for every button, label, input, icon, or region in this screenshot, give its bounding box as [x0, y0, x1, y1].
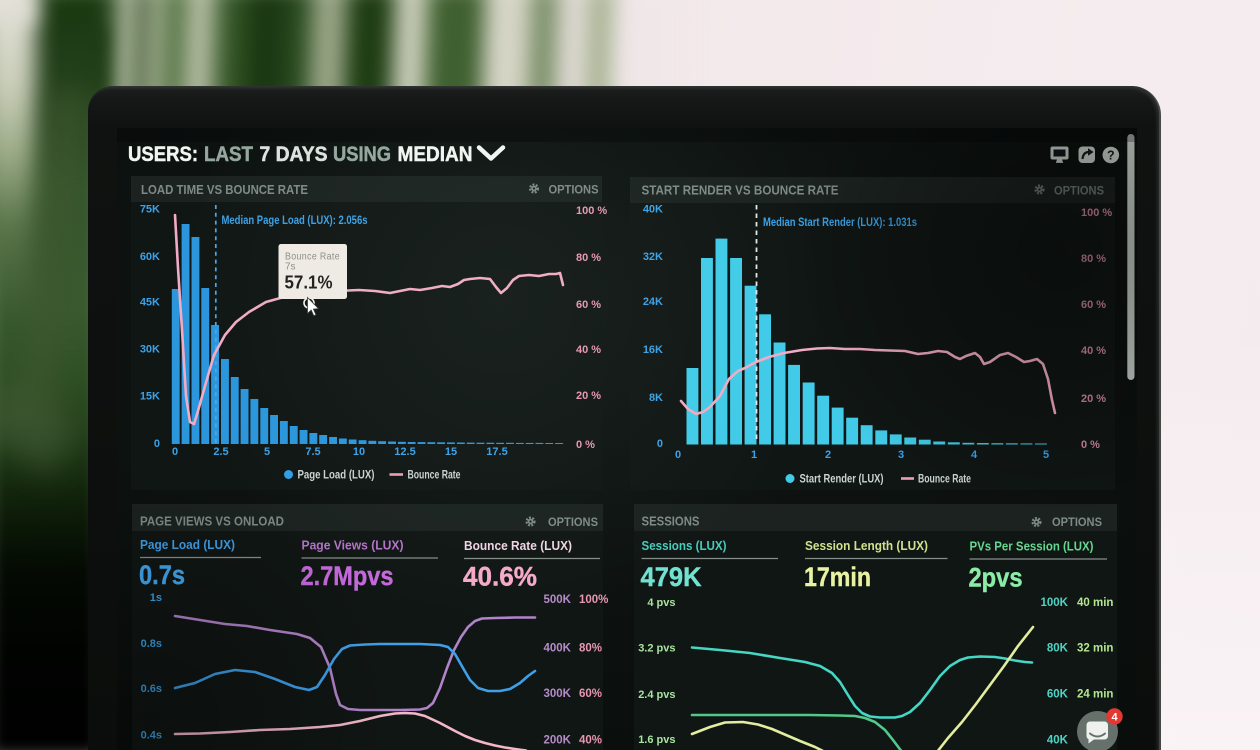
svg-text:0: 0: [154, 438, 160, 450]
svg-text:Session Length (LUX): Session Length (LUX): [805, 539, 928, 553]
svg-text:45K: 45K: [140, 297, 160, 309]
svg-text:2.4 pvs: 2.4 pvs: [638, 689, 675, 701]
svg-text:200K: 200K: [544, 735, 572, 747]
svg-text:1.6 pvs: 1.6 pvs: [638, 734, 675, 746]
svg-text:Start Render (LUX): Start Render (LUX): [800, 474, 884, 486]
svg-text:60K: 60K: [140, 251, 160, 263]
svg-text:4: 4: [1111, 712, 1118, 724]
svg-text:2: 2: [825, 449, 831, 461]
svg-text:60K: 60K: [1047, 689, 1069, 701]
svg-text:0: 0: [172, 446, 178, 458]
svg-text:17min: 17min: [804, 562, 871, 592]
svg-text:40%: 40%: [579, 735, 602, 747]
svg-text:80%: 80%: [579, 643, 602, 655]
svg-text:300K: 300K: [544, 688, 572, 700]
svg-text:24 min: 24 min: [1077, 689, 1113, 701]
svg-text:30K: 30K: [140, 344, 160, 356]
svg-text:80K: 80K: [1047, 643, 1069, 655]
svg-text:PVs Per Session (LUX): PVs Per Session (LUX): [970, 540, 1094, 554]
svg-text:USERS:: USERS:: [128, 142, 198, 166]
svg-text:32 min: 32 min: [1077, 643, 1113, 655]
svg-text:3.2 pvs: 3.2 pvs: [638, 643, 675, 655]
svg-text:100K: 100K: [1041, 597, 1069, 609]
svg-text:2pvs: 2pvs: [969, 563, 1023, 593]
svg-text:60%: 60%: [579, 688, 602, 700]
svg-text:40K: 40K: [1047, 735, 1069, 747]
svg-text:15K: 15K: [140, 391, 160, 403]
svg-text:75K: 75K: [140, 204, 160, 216]
svg-text:OPTIONS: OPTIONS: [1052, 515, 1102, 529]
svg-text:4 pvs: 4 pvs: [647, 597, 675, 609]
svg-text:40 min: 40 min: [1077, 597, 1113, 609]
svg-text:400K: 400K: [544, 643, 572, 655]
